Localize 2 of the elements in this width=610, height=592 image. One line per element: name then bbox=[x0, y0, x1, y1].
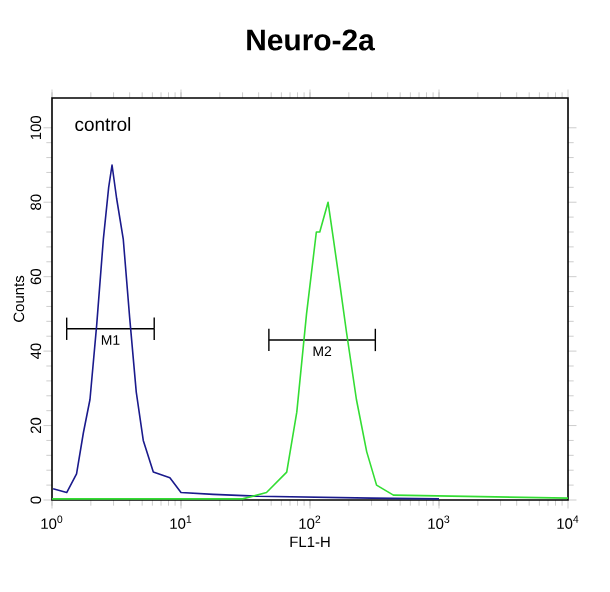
annotation: control bbox=[75, 117, 131, 131]
chart-title: Neuro-2a bbox=[247, 29, 375, 51]
